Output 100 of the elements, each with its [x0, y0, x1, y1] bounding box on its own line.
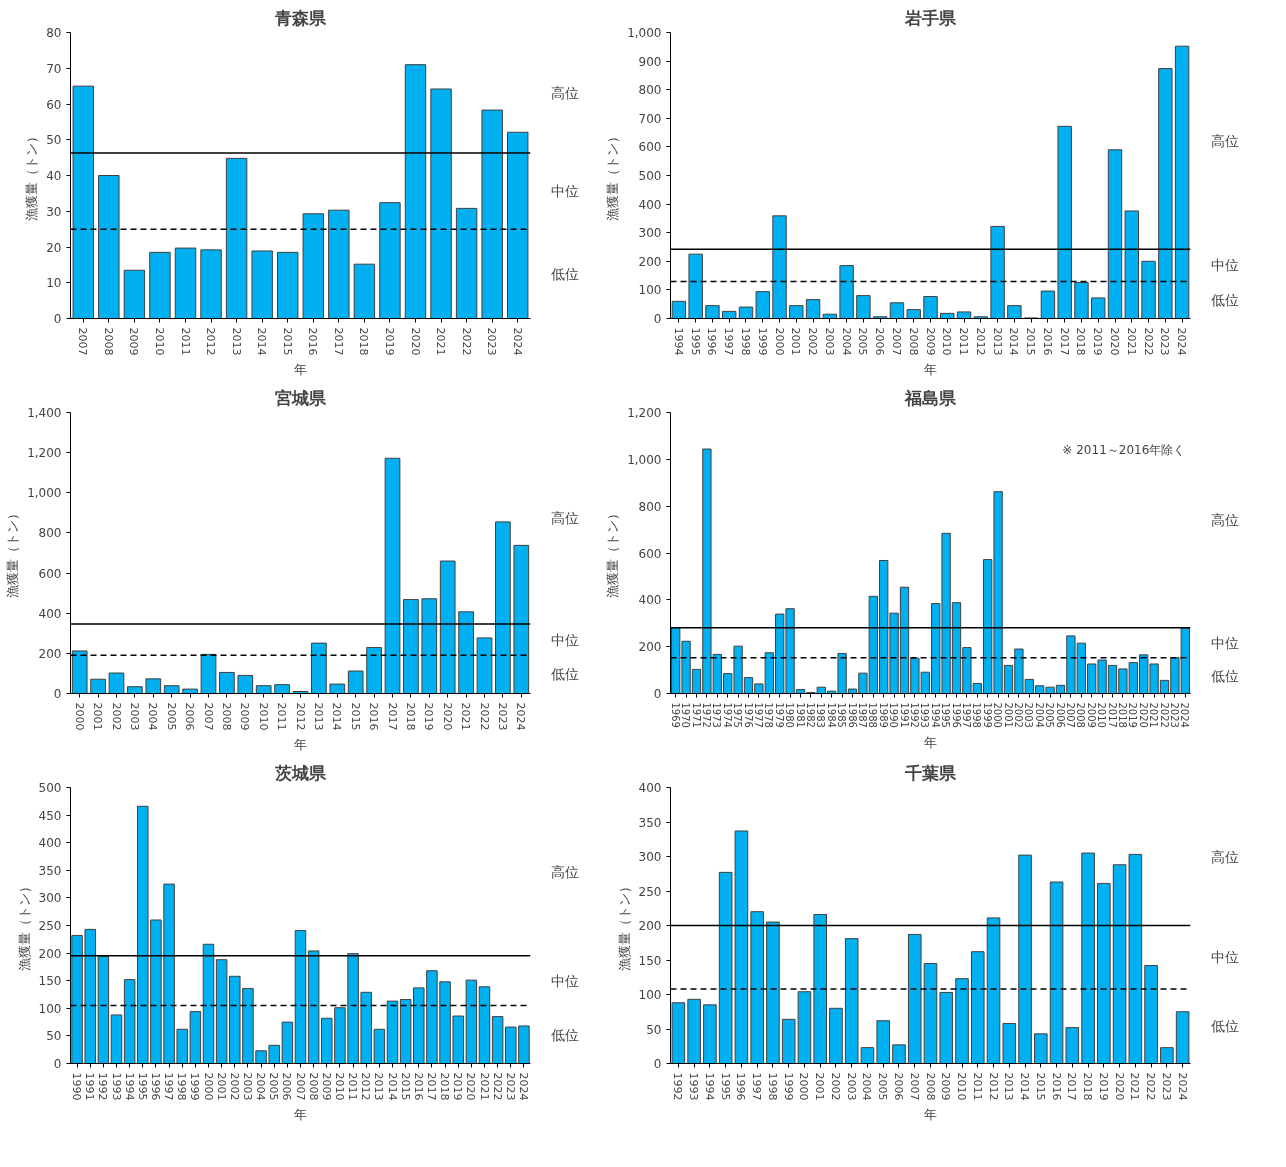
text: 中位	[550, 972, 579, 989]
x-tick-label: 2004	[146, 702, 160, 731]
x-tick-label: 1974	[721, 702, 733, 728]
text: 高位	[550, 84, 579, 101]
y-axis-title: 漁獲量（トン）	[16, 880, 32, 971]
x-tick-label: 2010	[1096, 702, 1108, 728]
text: 高位	[1210, 512, 1239, 529]
y-tick-label: 1,000	[27, 486, 62, 501]
y-tick-label: 500	[638, 169, 662, 183]
x-tick-label: 1998	[738, 327, 752, 356]
x-tick-label: 2018	[1116, 702, 1128, 728]
x-tick-label: 2004	[860, 1072, 874, 1101]
text: 低位	[1210, 1018, 1239, 1035]
y-tick-label: 700	[638, 111, 662, 126]
x-tick-label: 1987	[856, 702, 868, 728]
x-tick-label: 2012	[293, 702, 307, 731]
y-tick-label: 0	[653, 312, 662, 326]
x-tick-label: 2021	[1124, 327, 1138, 356]
x-tick-label: 2010	[256, 702, 270, 731]
x-tick-label: 2010	[955, 1072, 969, 1101]
y-tick-label: 20	[46, 240, 62, 255]
x-tick-label: 2012	[359, 1072, 373, 1101]
x-tick-label: 2022	[1144, 1072, 1158, 1101]
x-tick-label: 2012	[986, 1072, 1000, 1101]
x-tick-label: 1998	[175, 1072, 189, 1101]
text: 高位	[1210, 848, 1239, 865]
x-tick-label: 2020	[440, 702, 454, 731]
x-tick-label: 2013	[372, 1072, 386, 1101]
x-tick-label: 1999	[981, 702, 993, 728]
text: 低位	[1210, 292, 1239, 309]
x-tick-label: 2024	[514, 702, 528, 731]
y-tick-label: 50	[46, 133, 62, 148]
x-tick-label: 1996	[950, 702, 962, 728]
y-tick-label: 1,000	[627, 26, 662, 40]
x-tick-label: 1971	[690, 702, 702, 728]
x-tick-label: 2020	[1137, 702, 1149, 728]
x-tick-label: 2022	[477, 702, 491, 731]
y-tick-label: 400	[638, 197, 662, 212]
y-tick-label: 200	[38, 646, 62, 661]
y-tick-label: 150	[38, 974, 62, 989]
x-tick-label: 2017	[1057, 327, 1071, 356]
y-tick-label: 300	[638, 226, 662, 241]
x-tick-label: 2007	[201, 702, 215, 731]
x-tick-label: 1995	[718, 1072, 732, 1101]
x-tick-label: 2003	[240, 1072, 254, 1101]
x-tick-label: 2002	[227, 1072, 241, 1101]
x-tick-label: 2009	[238, 702, 252, 731]
y-tick-label: 300	[38, 891, 62, 906]
chart-title: 茨城県	[274, 762, 327, 783]
x-tick-label: 2019	[382, 327, 396, 356]
y-tick-label: 350	[38, 863, 62, 878]
x-tick-label: 2015	[1024, 327, 1038, 356]
x-tick-label: 2009	[319, 1072, 333, 1101]
y-tick-label: 400	[38, 606, 62, 621]
x-tick-label: 2005	[876, 1072, 890, 1101]
x-tick-label: 2022	[1158, 702, 1170, 728]
x-tick-label: 1975	[732, 702, 744, 728]
x-tick-label: 1982	[804, 702, 816, 728]
x-tick-label: 2019	[422, 702, 436, 731]
x-tick-label: 2006	[183, 702, 197, 731]
x-tick-label: 2019	[1096, 1072, 1110, 1101]
y-tick-label: 600	[38, 566, 62, 581]
x-tick-label: 1986	[846, 702, 858, 728]
x-tick-label: 2020	[1112, 1072, 1126, 1101]
x-tick-label: 1997	[750, 1072, 764, 1101]
chart-title: 福島県	[904, 387, 957, 408]
x-tick-label: 2007	[1064, 702, 1076, 728]
x-tick-label: 1995	[135, 1072, 149, 1101]
x-tick-label: 1978	[763, 702, 775, 728]
x-tick-label: 2013	[1002, 1072, 1016, 1101]
y-tick-label: 0	[53, 1057, 62, 1071]
y-tick-label: 800	[38, 526, 62, 541]
x-tick-label: 2018	[1074, 327, 1088, 356]
x-tick-label: 2005	[1044, 702, 1056, 728]
y-tick-label: 80	[46, 26, 62, 40]
y-tick-label: 0	[53, 312, 62, 326]
text: 低位	[550, 265, 579, 282]
x-tick-label: 2014	[1007, 327, 1021, 356]
y-tick-label: 1,400	[27, 406, 62, 420]
x-tick-label: 2024	[516, 1072, 530, 1101]
x-tick-label: 2006	[891, 1072, 905, 1101]
x-tick-label: 2013	[229, 327, 243, 356]
y-tick-label: 400	[638, 593, 662, 608]
y-tick-label: 450	[38, 808, 62, 823]
x-tick-label: 2000	[772, 327, 786, 356]
y-tick-label: 50	[46, 1029, 62, 1044]
x-tick-label: 1996	[148, 1072, 162, 1101]
y-tick-label: 600	[638, 140, 662, 155]
x-tick-label: 2010	[152, 327, 166, 356]
x-tick-label: 1989	[877, 702, 889, 728]
x-tick-label: 2024	[1179, 702, 1191, 728]
y-axis-title: 漁獲量（トン）	[605, 507, 621, 599]
text: 中位	[1210, 257, 1239, 274]
x-tick-label: 2003	[127, 702, 141, 731]
x-tick-label: 2008	[906, 327, 920, 356]
y-tick-label: 800	[638, 499, 662, 514]
y-tick-label: 50	[646, 1022, 662, 1037]
x-tick-label: 2003	[1023, 702, 1035, 728]
x-tick-label: 1988	[867, 702, 879, 728]
x-tick-label: 2018	[403, 702, 417, 731]
